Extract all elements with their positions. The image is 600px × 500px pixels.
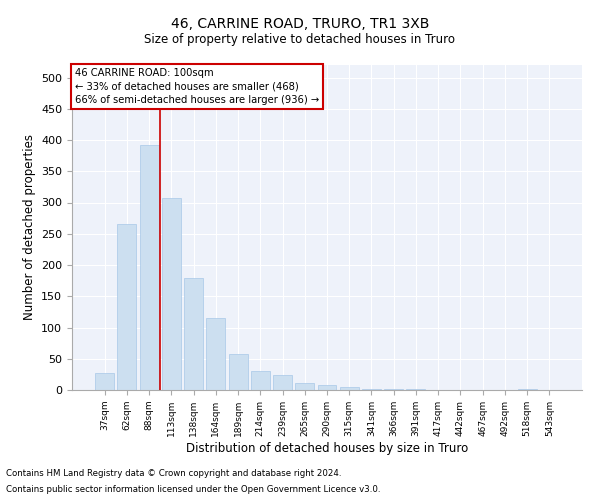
Bar (95, 372, 114, 390)
Bar (206, 318, 225, 390)
Bar (140, 145, 158, 390)
Text: Contains HM Land Registry data © Crown copyright and database right 2024.: Contains HM Land Registry data © Crown c… (6, 468, 341, 477)
Bar (317, 385, 337, 390)
Y-axis label: Number of detached properties: Number of detached properties (23, 134, 35, 320)
Bar (118, 224, 136, 390)
Text: 46 CARRINE ROAD: 100sqm
← 33% of detached houses are smaller (468)
66% of semi-d: 46 CARRINE ROAD: 100sqm ← 33% of detache… (74, 68, 319, 104)
X-axis label: Distribution of detached houses by size in Truro: Distribution of detached houses by size … (186, 442, 468, 454)
Bar (340, 387, 359, 390)
Bar (184, 278, 203, 390)
Bar (295, 382, 314, 390)
Bar (251, 371, 270, 390)
Text: Contains public sector information licensed under the Open Government Licence v3: Contains public sector information licen… (6, 485, 380, 494)
Text: 46, CARRINE ROAD, TRURO, TR1 3XB: 46, CARRINE ROAD, TRURO, TR1 3XB (171, 18, 429, 32)
Bar (162, 198, 181, 390)
Bar (518, 389, 536, 390)
Text: Size of property relative to detached houses in Truro: Size of property relative to detached ho… (145, 32, 455, 46)
Bar (229, 354, 248, 390)
Bar (273, 375, 292, 390)
Bar (362, 389, 381, 390)
